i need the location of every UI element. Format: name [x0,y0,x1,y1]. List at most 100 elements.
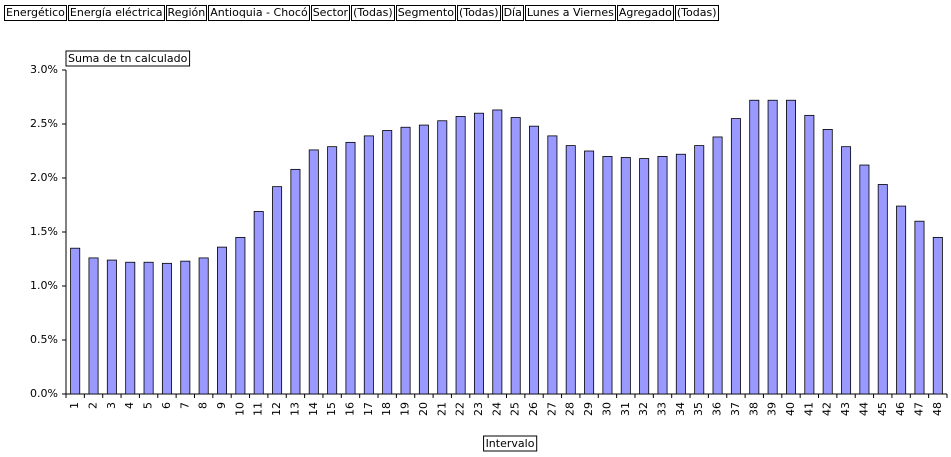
bar [88,257,99,395]
x-tick-label: 1 [68,402,81,409]
x-tick-label: 43 [839,402,852,416]
bar [822,128,833,395]
bar [657,155,668,395]
bar [639,158,650,395]
bar [675,153,686,395]
bar [932,236,943,395]
filter-value[interactable]: (Todas) [351,5,395,21]
x-tick-label: 10 [233,402,246,416]
bar [455,116,466,395]
bar [584,150,595,395]
x-tick-label: 40 [784,402,797,416]
bar [492,109,503,395]
x-tick-label: 22 [454,402,467,416]
bar [272,186,283,395]
x-tick-label: 26 [527,402,540,416]
x-tick-label: 44 [857,402,870,416]
bar [694,145,705,395]
bar [125,261,136,395]
filter-field[interactable]: Región [165,5,208,21]
x-tick-label: 38 [747,402,760,416]
x-tick-label: 12 [270,402,283,416]
bar [143,261,154,395]
x-tick-label: 33 [656,402,669,416]
bar [620,157,631,395]
x-tick-label: 7 [178,402,191,409]
x-tick-label: 5 [142,402,155,409]
filter-field[interactable]: Segmento [395,5,456,21]
filter-value[interactable]: Energía eléctrica [67,5,165,21]
bar [767,99,778,395]
x-tick-label: 41 [802,402,815,416]
x-tick-label: 46 [894,402,907,416]
filter-field[interactable]: Día [501,5,524,21]
bar [602,155,613,395]
filter-field[interactable]: Agregado [616,5,674,21]
x-axis-title: Intervalo [486,437,535,450]
filter-field[interactable]: Sector [310,5,351,21]
bar [565,145,576,395]
x-tick-label: 21 [435,402,448,416]
x-tick-label: 34 [674,402,687,416]
filter-value[interactable]: Lunes a Viernes [524,5,616,21]
filter-value[interactable]: (Todas) [456,5,501,21]
bar [70,247,81,395]
x-tick-label: 23 [472,402,485,416]
x-tick-label: 8 [197,402,210,409]
y-tick-label: 3.0% [30,63,58,76]
bar [749,99,760,395]
filter-value[interactable]: Antioquia - Chocó [208,5,310,21]
bar [529,125,540,395]
bar [437,120,448,395]
x-tick-label: 25 [509,402,522,416]
bar [418,124,429,395]
y-tick-label: 1.5% [30,225,58,238]
bar [363,135,374,395]
bar [859,164,870,395]
bar [290,168,301,395]
y-tick-label: 2.5% [30,117,58,130]
bar [235,236,246,395]
bar [712,136,723,395]
x-tick-label: 28 [564,402,577,416]
x-tick-label: 42 [821,402,834,416]
filter-value[interactable]: (Todas) [674,5,719,21]
filter-bar: Energético Energía eléctrica Región Antioqu… [4,5,720,21]
x-tick-label: 3 [105,402,118,409]
x-tick-label: 35 [692,402,705,416]
bar [308,149,319,395]
x-tick-label: 9 [215,402,228,409]
bar [914,220,925,395]
y-tick-label: 2.0% [30,171,58,184]
x-tick-label: 27 [545,402,558,416]
x-axis-title-box [483,435,538,452]
bar [106,259,117,395]
bar [804,114,815,395]
x-tick-label: 36 [711,402,724,416]
x-tick-label: 2 [87,402,100,409]
bar [180,260,191,395]
x-tick-label: 20 [417,402,430,416]
x-tick-label: 4 [123,402,136,409]
bar [786,99,796,395]
bar [198,257,209,395]
y-axis-title-box [65,50,191,67]
bar [161,262,172,395]
x-tick-label: 30 [600,402,613,416]
x-tick-label: 37 [729,402,742,416]
y-tick-label: 0.0% [30,387,58,400]
bar [217,246,227,395]
x-tick-label: 24 [490,402,503,416]
x-tick-label: 16 [343,402,356,416]
bar [400,126,411,395]
filter-field[interactable]: Energético [4,5,67,21]
x-tick-label: 19 [399,402,412,416]
x-tick-label: 32 [637,402,650,416]
y-tick-label: 0.5% [30,333,58,346]
x-tick-label: 29 [582,402,595,416]
bar [841,146,852,395]
x-tick-label: 11 [252,402,265,416]
x-tick-label: 48 [931,402,944,416]
bar [382,130,393,395]
